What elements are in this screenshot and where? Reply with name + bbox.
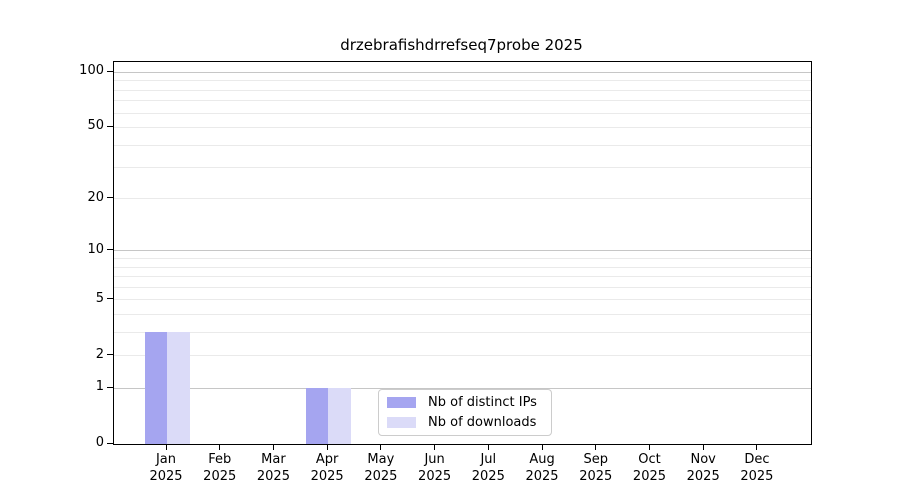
xtick-label-may: May 2025 <box>364 452 398 484</box>
gridline-minor-20 <box>114 198 811 200</box>
ytick-label-2: 2 <box>95 346 104 362</box>
gridline-major-10 <box>114 250 811 252</box>
legend-label-distinct-ips: Nb of distinct IPs <box>428 395 537 411</box>
xtick-mark-dec <box>756 444 758 450</box>
gridline-minor-80 <box>114 89 811 91</box>
ytick-label-10: 10 <box>87 241 104 257</box>
gridline-major-1 <box>114 387 811 389</box>
ytick-mark-10 <box>107 249 113 251</box>
xtick-label-oct: Oct 2025 <box>632 452 667 484</box>
gridline-major-100 <box>114 71 811 73</box>
legend-item-downloads: Nb of downloads <box>387 414 543 432</box>
gridline-minor-40 <box>114 144 811 146</box>
legend: Nb of distinct IPs Nb of downloads <box>378 389 552 436</box>
xtick-label-sep: Sep 2025 <box>579 452 613 484</box>
legend-label-downloads: Nb of downloads <box>428 414 537 430</box>
xtick-mark-feb <box>219 444 221 450</box>
ytick-label-5: 5 <box>95 290 104 306</box>
gridline-minor-7 <box>114 276 811 278</box>
xtick-mark-jul <box>487 444 489 450</box>
gridline-minor-3 <box>114 331 811 333</box>
legend-swatch-distinct-ips <box>387 397 416 409</box>
xtick-mark-mar <box>272 444 274 450</box>
legend-item-distinct-ips: Nb of distinct IPs <box>387 394 543 412</box>
gridline-minor-6 <box>114 286 811 288</box>
gridline-minor-8 <box>114 266 811 268</box>
xtick-label-aug: Aug 2025 <box>525 452 559 484</box>
ytick-label-1: 1 <box>95 379 104 395</box>
xtick-label-feb: Feb 2025 <box>203 452 237 484</box>
ytick-mark-50 <box>107 125 113 127</box>
ytick-label-20: 20 <box>87 189 104 205</box>
gridline-minor-4 <box>114 313 811 315</box>
legend-swatch-downloads <box>387 416 416 428</box>
xtick-mark-jan <box>165 444 167 450</box>
xtick-label-nov: Nov 2025 <box>686 452 720 484</box>
bar-distinct-ips-apr <box>305 388 329 444</box>
ytick-mark-2 <box>107 354 113 356</box>
ytick-label-50: 50 <box>87 118 104 134</box>
bar-distinct-ips-jan <box>144 332 167 444</box>
bar-downloads-jan <box>167 332 190 444</box>
ytick-label-100: 100 <box>79 63 104 79</box>
xtick-label-apr: Apr 2025 <box>310 452 344 484</box>
gridline-minor-90 <box>114 80 811 82</box>
chart-title: drzebrafishdrrefseq7probe 2025 <box>340 36 583 54</box>
xtick-mark-sep <box>595 444 597 450</box>
gridline-minor-50 <box>114 126 811 128</box>
gridline-minor-60 <box>114 112 811 114</box>
xtick-label-dec: Dec 2025 <box>740 452 774 484</box>
xtick-mark-nov <box>702 444 704 450</box>
xtick-mark-aug <box>541 444 543 450</box>
xtick-label-jun: Jun 2025 <box>418 452 452 484</box>
gridline-minor-9 <box>114 258 811 260</box>
ytick-mark-0 <box>107 442 113 444</box>
gridline-minor-2 <box>114 355 811 357</box>
xtick-mark-oct <box>648 444 650 450</box>
ytick-mark-1 <box>107 386 113 388</box>
xtick-label-jul: Jul 2025 <box>471 452 505 484</box>
ytick-label-0: 0 <box>95 435 104 450</box>
bar-downloads-apr <box>328 388 351 444</box>
ytick-mark-20 <box>107 197 113 199</box>
xtick-mark-jun <box>434 444 436 450</box>
gridline-minor-5 <box>114 299 811 301</box>
gridline-minor-30 <box>114 167 811 169</box>
plot-area <box>113 61 812 445</box>
xtick-mark-may <box>380 444 382 450</box>
ytick-mark-100 <box>107 70 113 72</box>
ytick-mark-5 <box>107 298 113 300</box>
xtick-label-mar: Mar 2025 <box>256 452 290 484</box>
xtick-label-jan: Jan 2025 <box>149 452 183 484</box>
xtick-mark-apr <box>326 444 328 450</box>
gridline-minor-70 <box>114 100 811 102</box>
